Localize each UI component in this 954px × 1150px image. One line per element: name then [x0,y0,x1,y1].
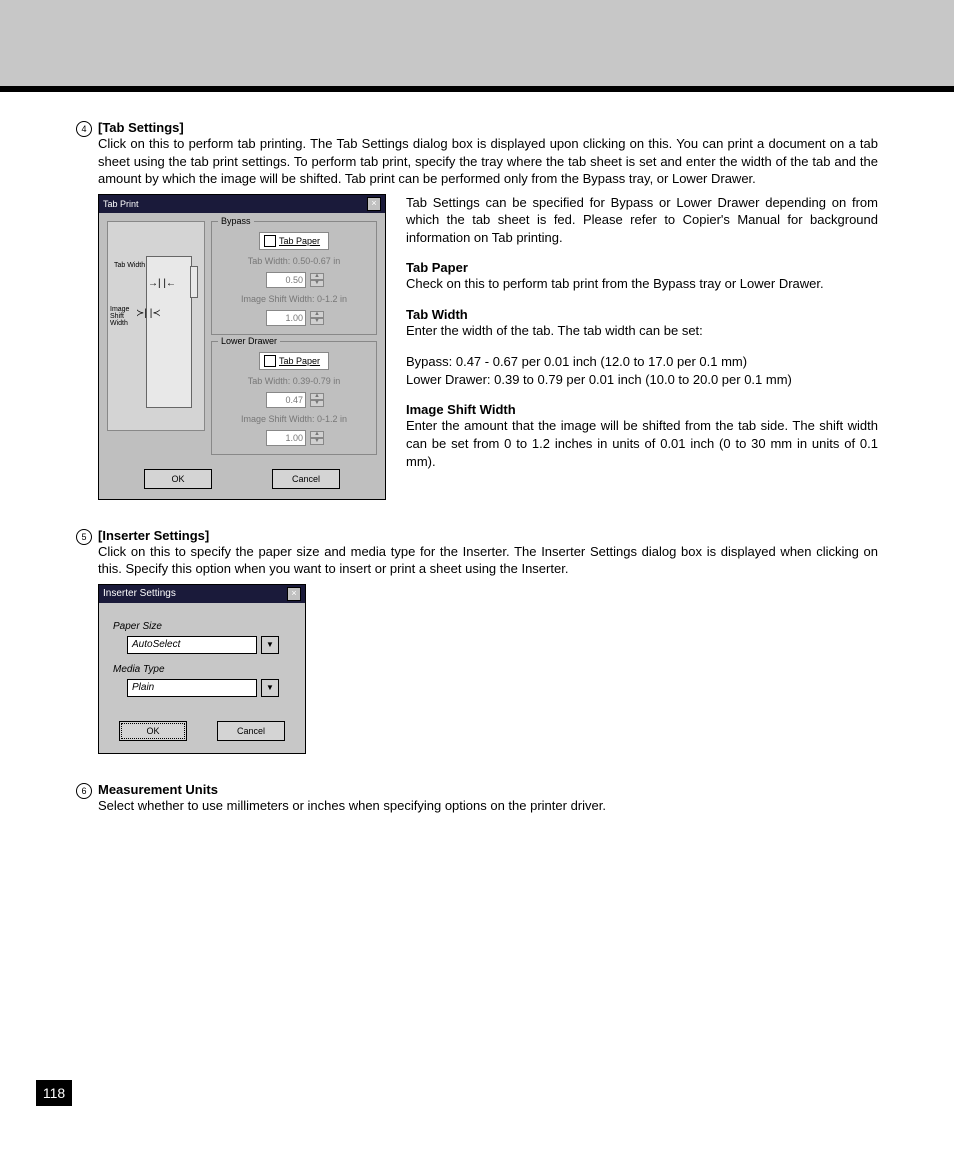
tab-print-dialog: Tab Print × Tab Width →| |← Image Shift … [98,194,386,500]
section-title: [Inserter Settings] [98,528,878,543]
paragraph: Tab Settings can be specified for Bypass… [406,194,878,247]
lower-imgshift-input[interactable]: 1.00 [266,430,306,446]
lower-drawer-group: Lower Drawer Tab Paper Tab Width: 0.39-0… [211,341,377,455]
paper-size-select[interactable]: AutoSelect ▼ [127,636,291,654]
lower-tabwidth-input[interactable]: 0.47 [266,392,306,408]
dialog-title: Inserter Settings [103,588,176,599]
close-icon[interactable]: × [287,587,301,601]
ok-button[interactable]: OK [144,469,212,489]
bypass-tabpaper-checkbox[interactable]: Tab Paper [259,232,329,250]
chevron-down-icon[interactable]: ▼ [261,636,279,654]
diagram-label-tabwidth: Tab Width [114,262,145,269]
paper-size-label: Paper Size [113,621,291,632]
select-value: AutoSelect [127,636,257,654]
field-label: Image Shift Width: 0-1.2 in [241,414,347,424]
section-paragraph: Click on this to specify the paper size … [98,543,878,578]
lower-tabpaper-checkbox[interactable]: Tab Paper [259,352,329,370]
paragraph: Check on this to perform tab print from … [406,275,878,293]
group-legend: Lower Drawer [218,336,280,346]
chevron-down-icon[interactable]: ▼ [261,679,279,697]
section-number: 5 [76,529,92,545]
tab-diagram: Tab Width →| |← Image Shift Width ≻| |≺ [107,221,205,431]
dialog-titlebar: Tab Print × [99,195,385,213]
media-type-label: Media Type [113,664,291,675]
subheading: Tab Paper [406,260,878,275]
section-number: 6 [76,783,92,799]
bypass-group: Bypass Tab Paper Tab Width: 0.50-0.67 in… [211,221,377,335]
section-inserter-settings: 5 [Inserter Settings] Click on this to s… [76,528,878,776]
spinner-icon[interactable]: ▲▼ [310,311,322,325]
select-value: Plain [127,679,257,697]
spinner-icon[interactable]: ▲▼ [310,431,322,445]
media-type-select[interactable]: Plain ▼ [127,679,291,697]
section-paragraph: Select whether to use millimeters or inc… [98,797,878,815]
cancel-button[interactable]: Cancel [217,721,285,741]
field-label: Tab Width: 0.50-0.67 in [248,256,341,266]
cancel-button[interactable]: Cancel [272,469,340,489]
checkbox-label: Tab Paper [279,356,320,366]
header-bar [0,0,954,92]
section-paragraph: Click on this to perform tab printing. T… [98,135,878,188]
paragraph: Enter the width of the tab. The tab widt… [406,322,878,340]
page-number: 118 [36,1080,72,1106]
section-title: Measurement Units [98,782,878,797]
spinner-icon[interactable]: ▲▼ [310,273,322,287]
paragraph: Lower Drawer: 0.39 to 0.79 per 0.01 inch… [406,371,878,389]
section-number: 4 [76,121,92,137]
dialog-titlebar: Inserter Settings × [99,585,305,603]
bypass-imgshift-input[interactable]: 1.00 [266,310,306,326]
tab-two-column: Tab Print × Tab Width →| |← Image Shift … [98,194,878,500]
bypass-tabwidth-input[interactable]: 0.50 [266,272,306,288]
field-label: Tab Width: 0.39-0.79 in [248,376,341,386]
section-measurement-units: 6 Measurement Units Select whether to us… [76,782,878,821]
paragraph: Enter the amount that the image will be … [406,417,878,470]
paragraph: Bypass: 0.47 - 0.67 per 0.01 inch (12.0 … [406,353,878,371]
tab-descriptions: Tab Settings can be specified for Bypass… [406,194,878,484]
page-content: 4 [Tab Settings] Click on this to perfor… [0,120,954,820]
section-title: [Tab Settings] [98,120,878,135]
section-tab-settings: 4 [Tab Settings] Click on this to perfor… [76,120,878,522]
subheading: Image Shift Width [406,402,878,417]
spinner-icon[interactable]: ▲▼ [310,393,322,407]
group-legend: Bypass [218,216,254,226]
inserter-dialog: Inserter Settings × Paper Size AutoSelec… [98,584,306,754]
ok-button[interactable]: OK [119,721,187,741]
close-icon[interactable]: × [367,197,381,211]
field-label: Image Shift Width: 0-1.2 in [241,294,347,304]
checkbox-label: Tab Paper [279,236,320,246]
dialog-title: Tab Print [103,199,139,209]
subheading: Tab Width [406,307,878,322]
